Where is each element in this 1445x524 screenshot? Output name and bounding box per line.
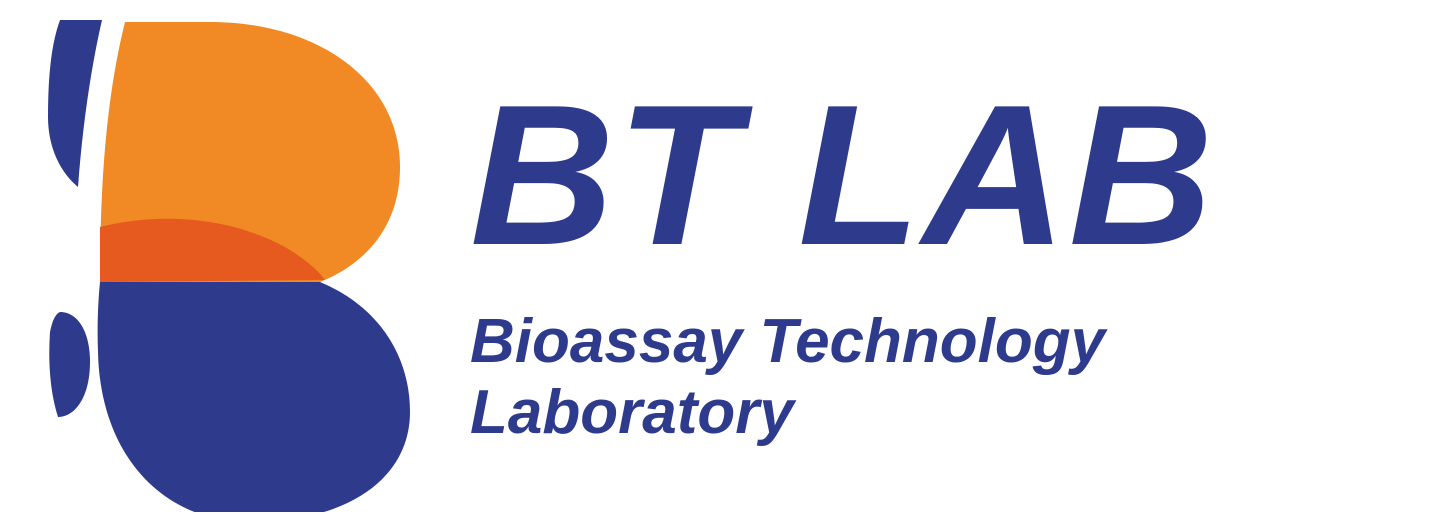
brand-title: BT LAB [470,76,1215,276]
logo-accent-arc [48,20,102,187]
logo-lower-lobe [98,282,410,512]
brand-text: BT LAB Bioassay Technology Laboratory [470,76,1215,449]
brand-subtitle-line1: Bioassay Technology [470,306,1215,377]
brand-subtitle-line2: Laboratory [470,377,1215,448]
logo-counter-arc [49,312,90,417]
brand-logo-block: BT LAB Bioassay Technology Laboratory [0,12,1215,512]
logo-mark-icon [30,12,410,512]
